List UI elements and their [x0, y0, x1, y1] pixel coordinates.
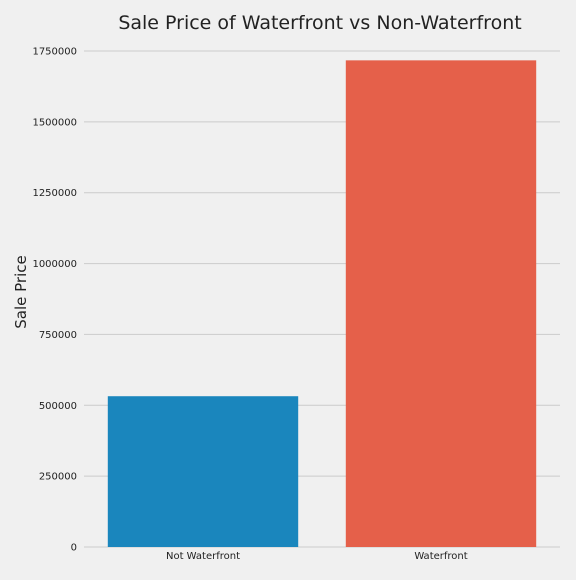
y-tick-label: 1750000: [32, 47, 77, 58]
x-tick-label: Not Waterfront: [166, 551, 240, 562]
bar-waterfront: [345, 60, 537, 547]
bars: [107, 60, 537, 547]
y-tick-label: 250000: [39, 472, 77, 483]
y-tick-label: 1000000: [32, 259, 77, 270]
y-tick-label: 750000: [39, 330, 77, 341]
x-axis-ticks: Not Waterfront Waterfront: [166, 551, 468, 562]
x-tick-label: Waterfront: [414, 551, 467, 562]
bar-not-waterfront: [107, 396, 299, 547]
y-tick-label: 0: [71, 543, 77, 554]
y-tick-label: 500000: [39, 401, 77, 412]
y-axis-label: Sale Price: [12, 255, 30, 328]
y-tick-label: 1500000: [32, 117, 77, 128]
y-tick-label: 1250000: [32, 188, 77, 199]
chart-title: Sale Price of Waterfront vs Non-Waterfro…: [118, 12, 521, 34]
y-axis-ticks: 0 250000 500000 750000 1000000 1250000 1500000…: [32, 47, 77, 554]
